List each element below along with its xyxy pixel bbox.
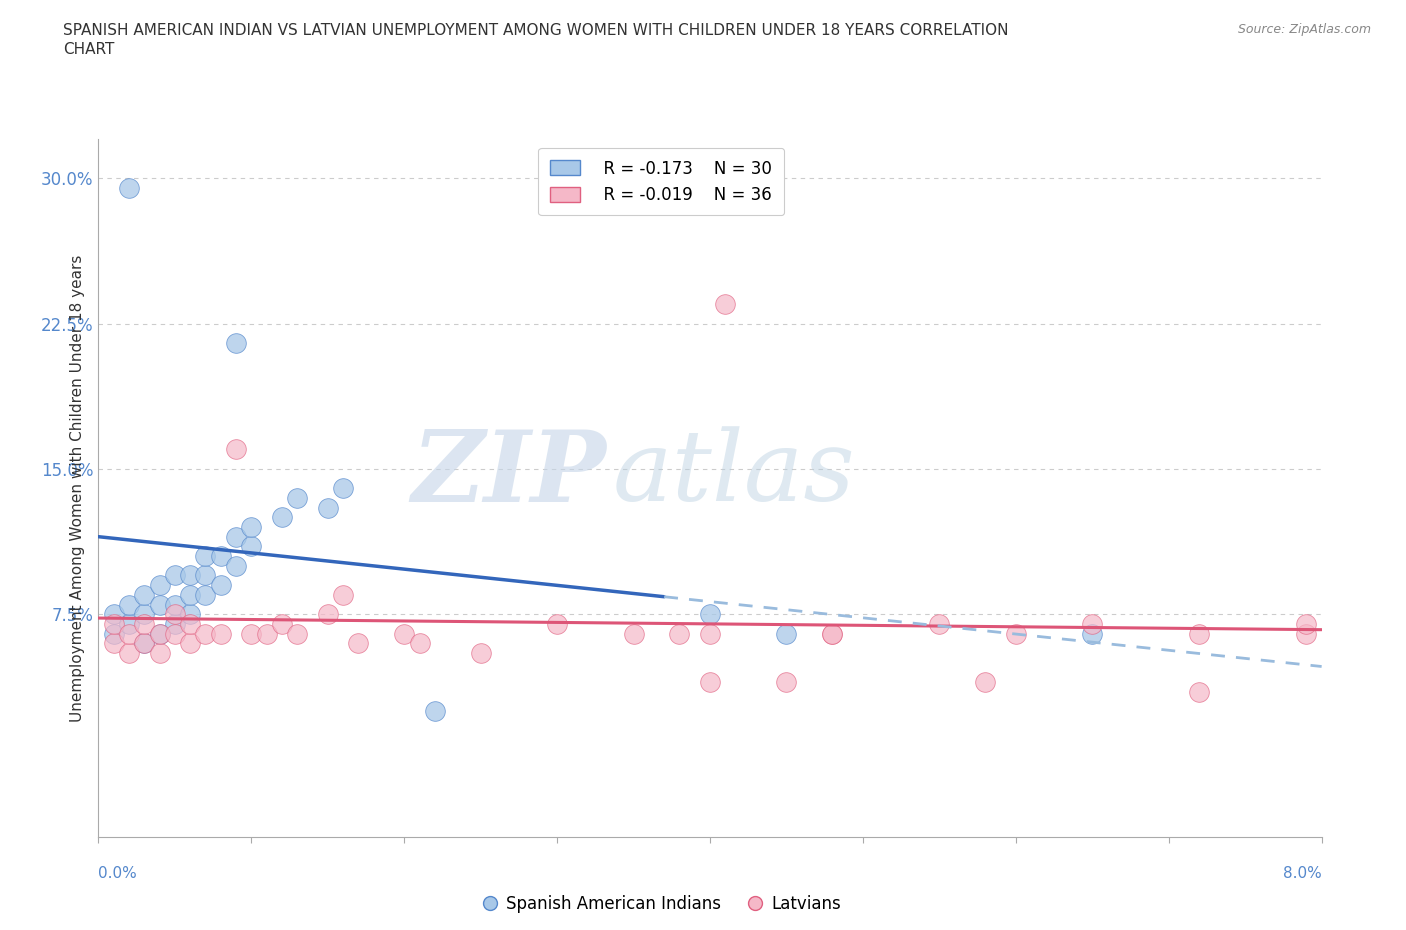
Point [1188,626,1211,641]
Point [623,626,645,641]
Point [225,529,247,544]
Point [163,626,186,641]
Point [163,606,186,621]
Point [821,626,844,641]
Point [194,568,217,583]
Point [103,636,125,651]
Point [270,510,294,525]
Point [194,588,217,603]
Point [270,617,294,631]
Point [179,588,201,603]
Point [149,578,172,592]
Point [332,481,354,496]
Point [316,606,339,621]
Point [209,549,232,564]
Point [285,490,308,505]
Point [118,645,141,660]
Point [775,626,797,641]
Text: Source: ZipAtlas.com: Source: ZipAtlas.com [1237,23,1371,36]
Point [209,626,232,641]
Point [225,336,247,351]
Point [240,539,263,554]
Point [179,568,201,583]
Point [1004,626,1026,641]
Point [546,617,568,631]
Point [974,674,997,689]
Point [470,645,492,660]
Point [103,626,125,641]
Text: SPANISH AMERICAN INDIAN VS LATVIAN UNEMPLOYMENT AMONG WOMEN WITH CHILDREN UNDER : SPANISH AMERICAN INDIAN VS LATVIAN UNEMP… [63,23,1008,38]
Point [775,674,797,689]
Point [163,597,186,612]
Point [392,626,416,641]
Point [179,636,201,651]
Point [194,626,217,641]
Text: atlas: atlas [612,427,855,522]
Point [1295,626,1317,641]
Text: 0.0%: 0.0% [98,866,138,881]
Point [408,636,430,651]
Text: 8.0%: 8.0% [1282,866,1322,881]
Text: CHART: CHART [63,42,115,57]
Point [285,626,308,641]
Point [134,588,156,603]
Point [668,626,690,641]
Point [149,626,172,641]
Point [149,645,172,660]
Point [209,578,232,592]
Point [225,442,247,457]
Point [103,606,125,621]
Point [1295,617,1317,631]
Point [699,606,721,621]
Point [240,520,263,535]
Point [118,597,141,612]
Point [118,617,141,631]
Point [423,704,446,719]
Point [194,549,217,564]
Point [163,568,186,583]
Point [118,626,141,641]
Point [134,617,156,631]
Point [928,617,950,631]
Point [1188,684,1211,699]
Point [240,626,263,641]
Point [821,626,844,641]
Point [118,180,141,195]
Y-axis label: Unemployment Among Women with Children Under 18 years: Unemployment Among Women with Children U… [69,255,84,722]
Point [714,297,737,312]
Point [179,617,201,631]
Point [1081,617,1104,631]
Legend: Spanish American Indians, Latvians: Spanish American Indians, Latvians [475,888,848,920]
Point [134,636,156,651]
Point [332,588,354,603]
Point [316,500,339,515]
Point [225,558,247,573]
Point [347,636,370,651]
Point [134,606,156,621]
Point [134,636,156,651]
Point [1081,626,1104,641]
Point [256,626,278,641]
Text: ZIP: ZIP [411,426,606,523]
Point [149,626,172,641]
Point [699,626,721,641]
Point [179,606,201,621]
Point [699,674,721,689]
Point [163,617,186,631]
Point [149,597,172,612]
Point [103,617,125,631]
